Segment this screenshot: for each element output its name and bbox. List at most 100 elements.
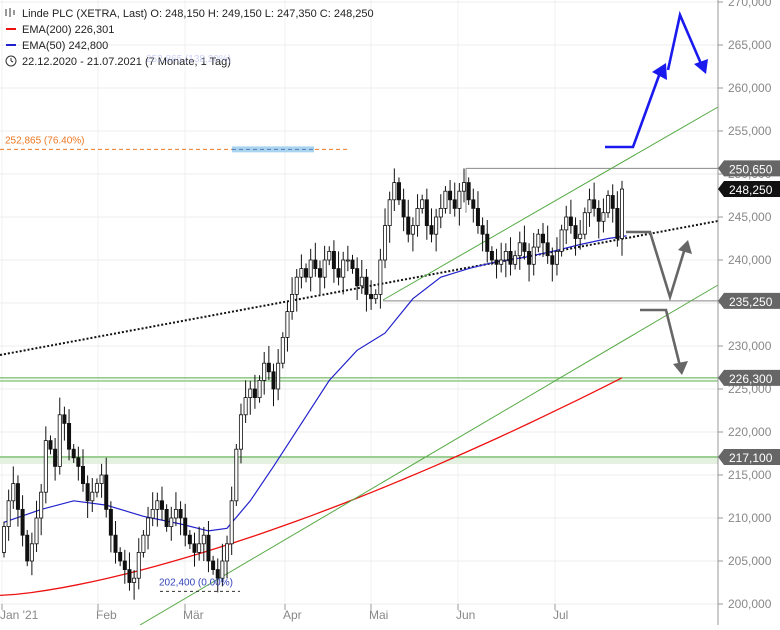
candle-body	[48, 440, 53, 450]
upper-trend-line	[382, 106, 719, 301]
candle-body	[531, 246, 536, 265]
candle-body	[615, 207, 620, 239]
last-price-tag	[718, 181, 780, 198]
scenario-arrows	[605, 10, 708, 375]
x-tick-label: Jul	[553, 608, 568, 622]
x-tick-label: Feb	[96, 608, 117, 622]
candle-body	[420, 199, 425, 209]
candle-body	[536, 233, 541, 248]
ema200-line	[0, 377, 623, 597]
candle-body	[127, 569, 132, 583]
fib-highlight	[232, 146, 314, 153]
candle-body	[438, 207, 443, 218]
level-tag	[718, 160, 780, 177]
candle-body	[489, 250, 494, 261]
candle-body	[118, 552, 123, 562]
candle-body	[257, 379, 262, 398]
level-tag	[718, 292, 780, 309]
blue-arrow-up	[605, 69, 663, 149]
candles	[2, 168, 625, 600]
candle-body	[308, 259, 313, 278]
candle-body	[596, 207, 601, 222]
candle-body	[252, 388, 257, 399]
candle-body	[313, 259, 318, 270]
candle-body	[262, 362, 267, 381]
candle-body	[475, 207, 480, 226]
y-tick-label: 260,000	[728, 81, 772, 95]
candle-body	[410, 225, 415, 235]
candle-body	[508, 250, 513, 265]
candle-body	[155, 500, 160, 510]
candle-body	[471, 199, 476, 209]
trend-lines	[0, 106, 719, 626]
candle-body	[517, 242, 522, 257]
low-label: 202,400 (0.00%)	[159, 577, 233, 588]
candle-body	[541, 233, 546, 244]
lower-trend-line	[139, 284, 719, 626]
candle-body	[80, 465, 85, 484]
clock-icon	[5, 55, 17, 67]
candle-body	[285, 311, 290, 338]
candle-body	[359, 276, 364, 287]
fib-level: 252,865 (76.40%)	[0, 135, 350, 153]
candle-body	[39, 491, 44, 519]
y-tick-label: 220,000	[728, 425, 772, 439]
candle-body	[443, 190, 448, 209]
candle-body	[169, 517, 174, 528]
gray-arrow-bounce	[626, 230, 687, 302]
candle-body	[34, 517, 39, 545]
time-axis: Jan '21 Feb Mär Apr Mai Jun Jul	[0, 604, 568, 622]
candle-body	[85, 483, 90, 502]
candle-body	[294, 276, 299, 295]
candle-body	[159, 500, 164, 510]
x-tick-label: Apr	[283, 608, 302, 622]
candle-body	[448, 190, 453, 201]
candle-body	[345, 259, 350, 262]
ema200-legend: EMA(200) 226,301	[22, 24, 114, 36]
candle-body	[197, 543, 202, 553]
y-tick-label: 200,000	[728, 597, 772, 611]
candle-body	[53, 448, 58, 467]
candle-body	[415, 207, 420, 226]
ema200-layer	[0, 377, 623, 597]
dotted-trend-line	[0, 220, 719, 356]
blue-arrow-up-head	[652, 63, 667, 80]
candle-body	[610, 195, 615, 209]
candle-body	[150, 508, 155, 519]
candle-body	[201, 534, 206, 545]
candle-body	[573, 225, 578, 239]
candle-body	[178, 508, 183, 519]
faded-fib-label: 252,865 (138,20%)	[146, 54, 231, 65]
candle-body	[248, 388, 253, 399]
level-tag	[718, 448, 780, 465]
low-marker: 202,400 (0.00%)	[159, 577, 240, 592]
candle-body	[406, 216, 411, 235]
y-tick-label: 205,000	[728, 554, 772, 568]
header-title: Linde PLC (XETRA, Last) O: 248,150 H: 24…	[22, 8, 374, 20]
candle-body	[136, 552, 141, 579]
candle-body	[554, 250, 559, 265]
candle-body	[229, 500, 234, 545]
candle-body	[568, 216, 573, 227]
candle-body	[113, 534, 118, 553]
candle-body	[29, 543, 34, 562]
candle-body	[550, 255, 555, 265]
candle-body	[206, 534, 211, 562]
candle-body	[564, 216, 569, 231]
level-tag-label: 226,300	[729, 372, 773, 386]
candle-body	[452, 199, 457, 209]
candle-body	[559, 229, 564, 252]
candle-body	[187, 534, 192, 545]
candle-body	[578, 233, 583, 239]
candle-body	[225, 543, 230, 562]
candle-body	[132, 577, 137, 583]
candle-body	[429, 225, 434, 235]
candle-body	[243, 397, 248, 416]
candle-body	[480, 225, 485, 235]
candle-body	[522, 242, 527, 252]
candle-body	[373, 293, 378, 300]
candle-body	[164, 508, 169, 527]
candle-body	[2, 526, 7, 553]
legend: Linde PLC (XETRA, Last) O: 248,150 H: 24…	[5, 8, 374, 68]
